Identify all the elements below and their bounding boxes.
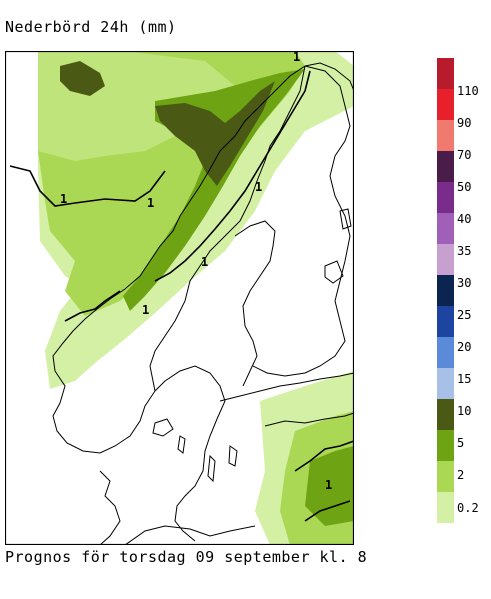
legend-label: 5 [457,436,465,450]
finland-coast [234,220,276,387]
contour-1mm-d [294,440,354,472]
legend-label: 25 [457,308,472,322]
lake-vattern [177,435,186,454]
legend-label: 50 [457,180,472,194]
estonia-coast [264,412,354,427]
norway-sweden-border [149,65,306,392]
precipitation-map: 1 1 1 1 1 1 1 [5,51,354,545]
legend-swatch [437,120,454,151]
legend-label: 20 [457,340,472,354]
contour-lines [9,70,354,522]
legend-swatch [437,244,454,275]
baltic-coast [219,372,354,402]
finland-border [252,65,351,377]
forecast-caption: Prognos för torsdag 09 september kl. 8 [5,548,368,566]
contour-label: 1 [60,192,67,206]
continent-coast [124,525,256,545]
legend-label: 70 [457,148,472,162]
legend-swatch [437,430,454,461]
contour-labels: 1 1 1 1 1 1 1 [60,51,332,492]
map-canvas: 1 1 1 1 1 1 1 [5,51,354,545]
legend-label: 0.2 [457,501,479,515]
legend-swatch [437,368,454,399]
map-title: Nederbörd 24h (mm) [5,18,177,36]
legend-label: 90 [457,116,472,130]
precip-area-5mm-coast [123,69,305,311]
legend-swatch [437,275,454,306]
lake-vanern [152,418,174,437]
legend-swatch [437,58,454,89]
legend-label: 10 [457,404,472,418]
denmark-coast [99,470,121,545]
legend-swatch [437,213,454,244]
russia-coast [304,62,354,92]
precip-area-10mm-coast [155,81,275,186]
sweden-coast [154,365,226,542]
legend-swatch [437,337,454,368]
precip-area-south-5mm [305,446,354,526]
lake-ladoga [324,260,344,284]
coastlines [52,62,354,545]
contour-label: 1 [201,255,208,269]
legend-swatch [437,182,454,213]
contour-1mm-c [64,290,121,322]
lake-onega [339,208,352,230]
legend-swatch [437,461,454,492]
legend-label: 40 [457,212,472,226]
legend-swatch [437,399,454,430]
contour-1mm-b [154,70,311,282]
legend-label: 15 [457,372,472,386]
legend-label: 2 [457,468,465,482]
contour-1mm-a [9,165,166,207]
legend-swatch [437,89,454,120]
contour-label: 1 [293,51,300,64]
legend-label: 110 [457,84,479,98]
contour-label: 1 [325,478,332,492]
legend-label: 35 [457,244,472,258]
precipitation-fields [38,51,354,545]
gotland-island [228,445,238,467]
precip-area-10mm-sea [60,61,105,96]
contour-label: 1 [147,196,154,210]
norway-coast [52,65,306,454]
legend-label: 30 [457,276,472,290]
contour-1mm-e [304,500,351,522]
legend-swatch [437,492,454,523]
legend-swatch [437,306,454,337]
contour-label: 1 [255,180,262,194]
contour-label: 1 [142,303,149,317]
legend-swatch [437,151,454,182]
oland-island [207,454,216,483]
map-frame [5,51,354,545]
legend: 110 90 70 50 40 35 30 25 20 15 10 5 2 0.… [437,58,487,523]
